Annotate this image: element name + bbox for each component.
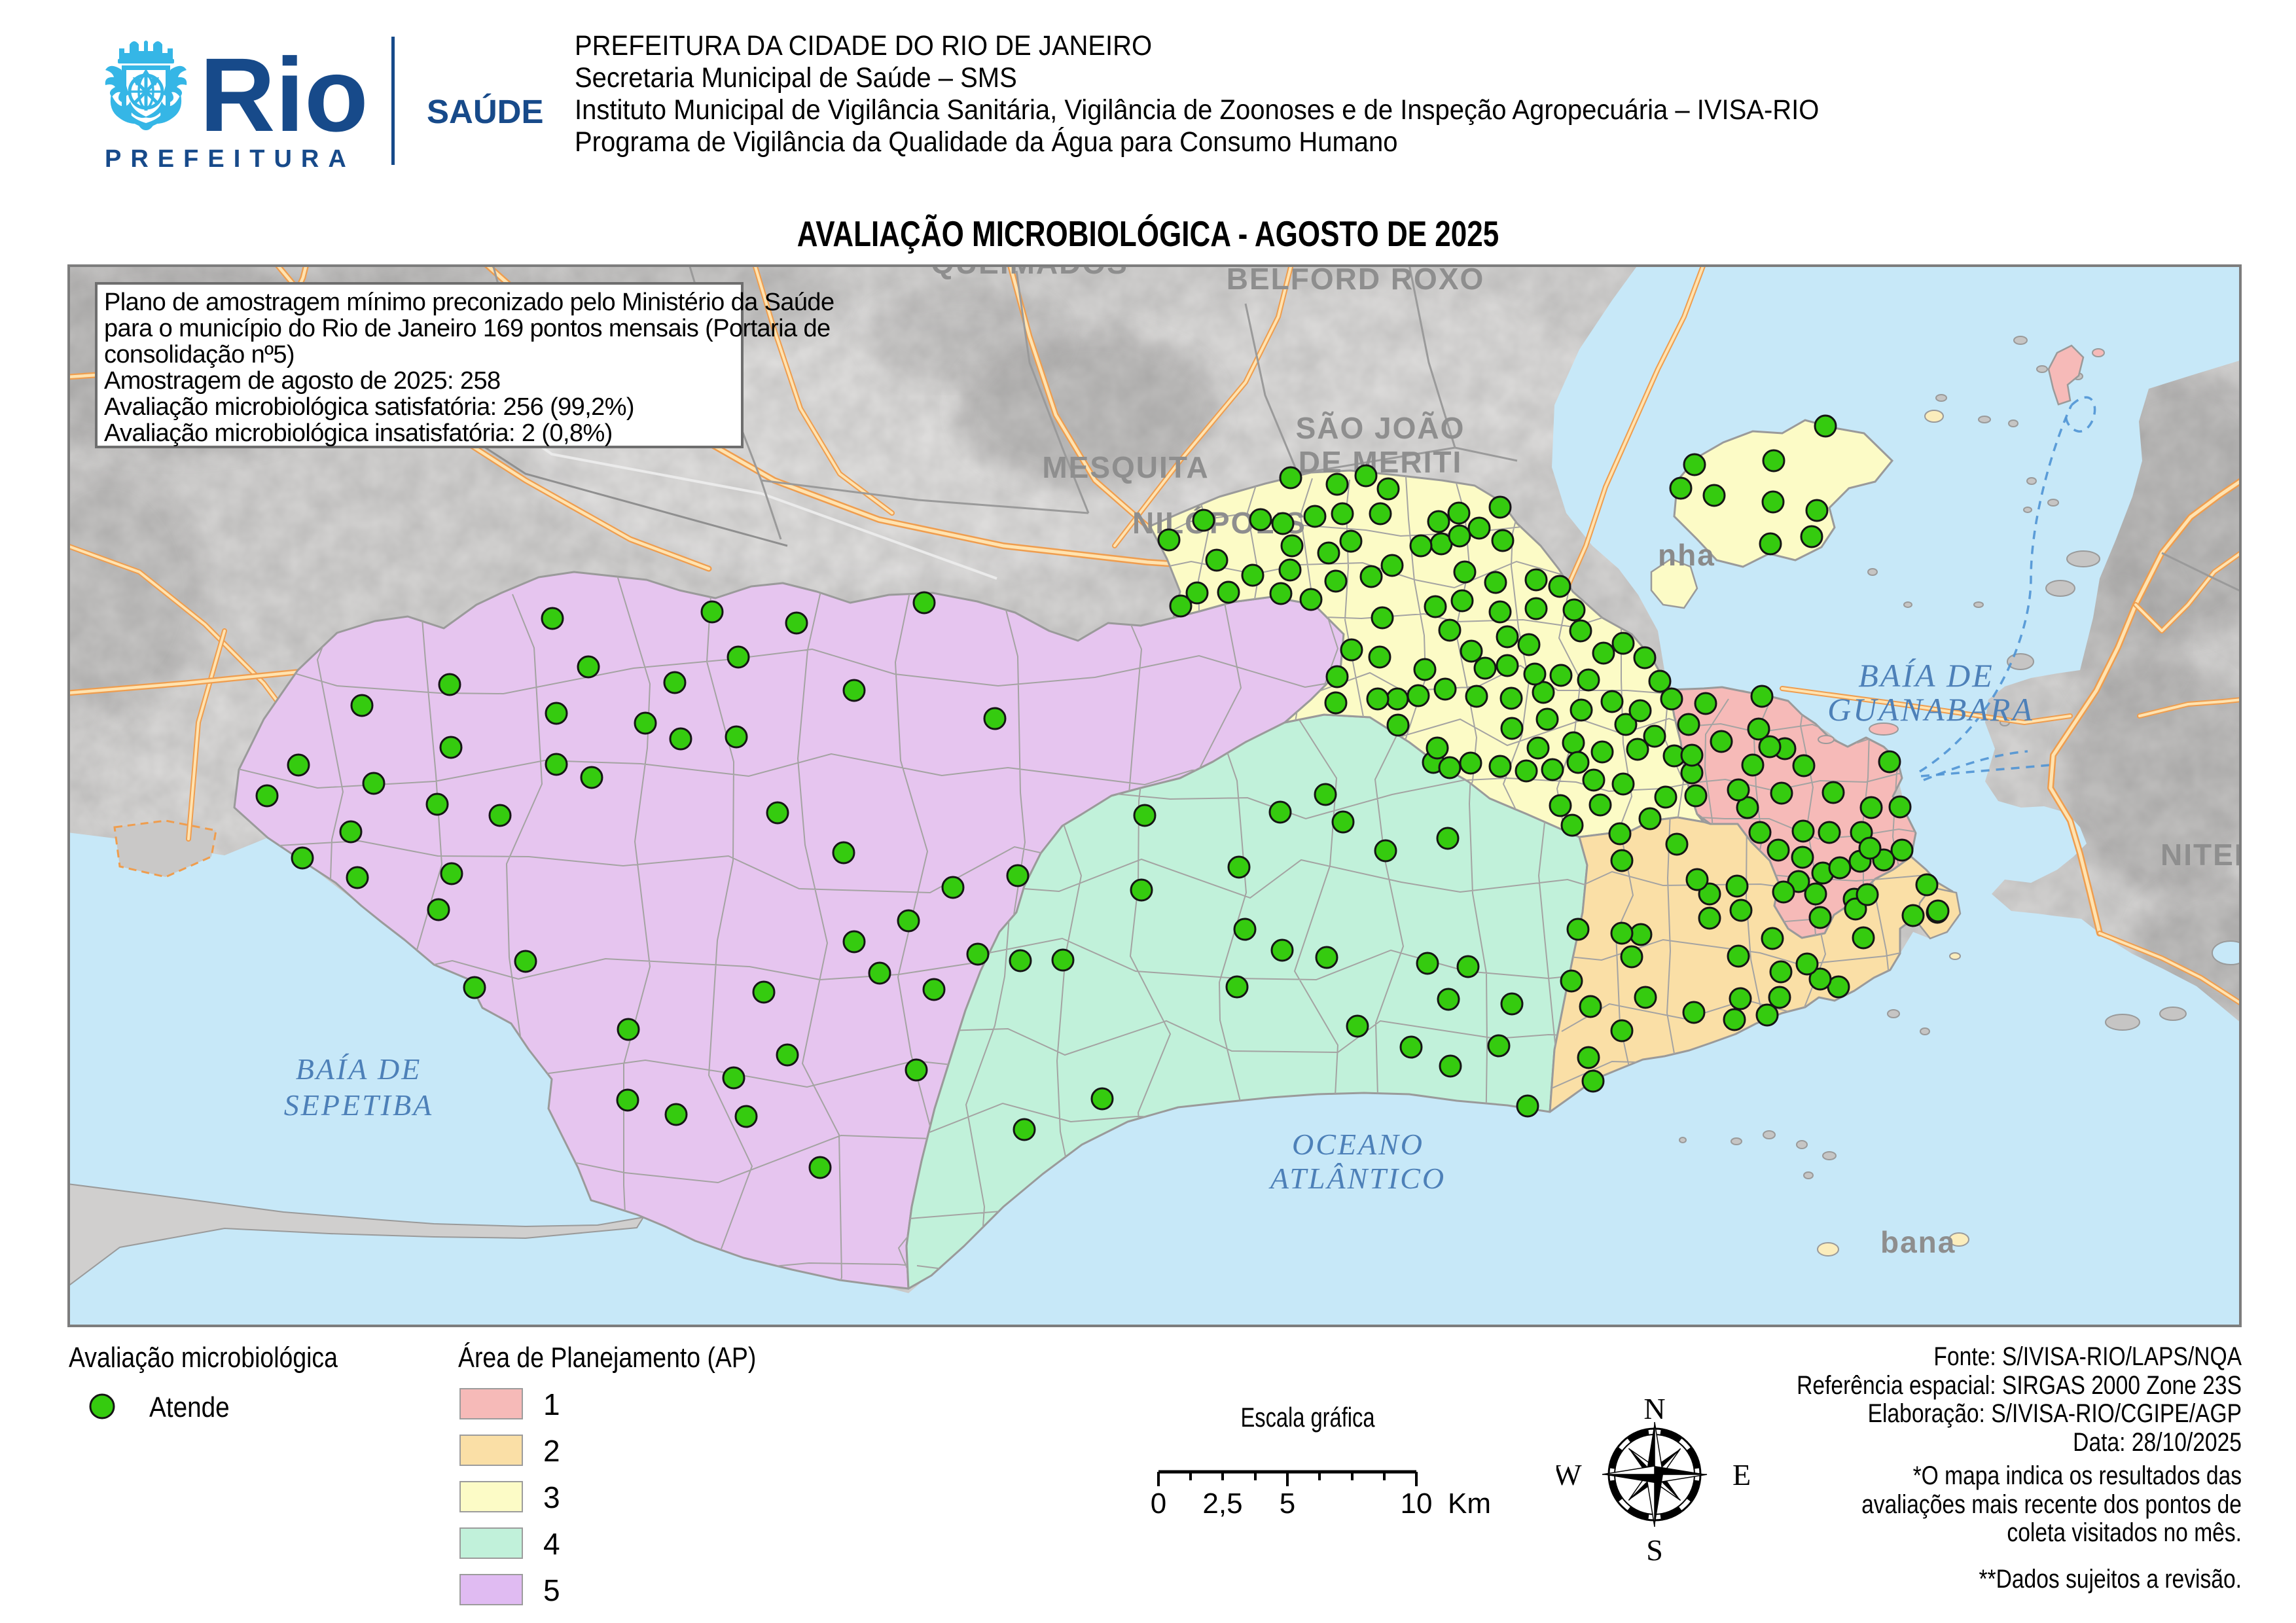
svg-text:nha: nha bbox=[1658, 538, 1715, 572]
svg-text:5: 5 bbox=[1280, 1488, 1295, 1520]
svg-text:OCEANO: OCEANO bbox=[1292, 1128, 1424, 1161]
svg-text:N: N bbox=[1643, 1392, 1665, 1425]
svg-text:GUANABARA: GUANABARA bbox=[1827, 691, 2034, 728]
svg-text:SÃO JOÃO: SÃO JOÃO bbox=[1296, 411, 1465, 445]
svg-text:10: 10 bbox=[1401, 1488, 1433, 1520]
svg-text:W: W bbox=[1556, 1458, 1582, 1491]
svg-text:E: E bbox=[1732, 1458, 1751, 1491]
svg-text:NITERÓI: NITERÓI bbox=[2161, 838, 2242, 872]
svg-text:0: 0 bbox=[1151, 1488, 1166, 1520]
svg-text:2,5: 2,5 bbox=[1202, 1488, 1242, 1520]
svg-text:MESQUITA: MESQUITA bbox=[1042, 450, 1209, 484]
svg-text:bana: bana bbox=[1880, 1225, 1956, 1259]
svg-text:BELFORD ROXO: BELFORD ROXO bbox=[1227, 264, 1485, 296]
svg-text:SEPETIBA: SEPETIBA bbox=[284, 1088, 433, 1122]
svg-text:ATLÂNTICO: ATLÂNTICO bbox=[1268, 1162, 1446, 1195]
svg-text:BAÍA DE: BAÍA DE bbox=[1858, 657, 1994, 694]
svg-text:BAÍA DE: BAÍA DE bbox=[296, 1052, 422, 1086]
svg-text:DE MERITI: DE MERITI bbox=[1299, 445, 1463, 479]
svg-text:Escala gráfica: Escala gráfica bbox=[1241, 1402, 1375, 1433]
svg-text:S: S bbox=[1646, 1533, 1663, 1564]
svg-text:Km: Km bbox=[1448, 1488, 1491, 1520]
